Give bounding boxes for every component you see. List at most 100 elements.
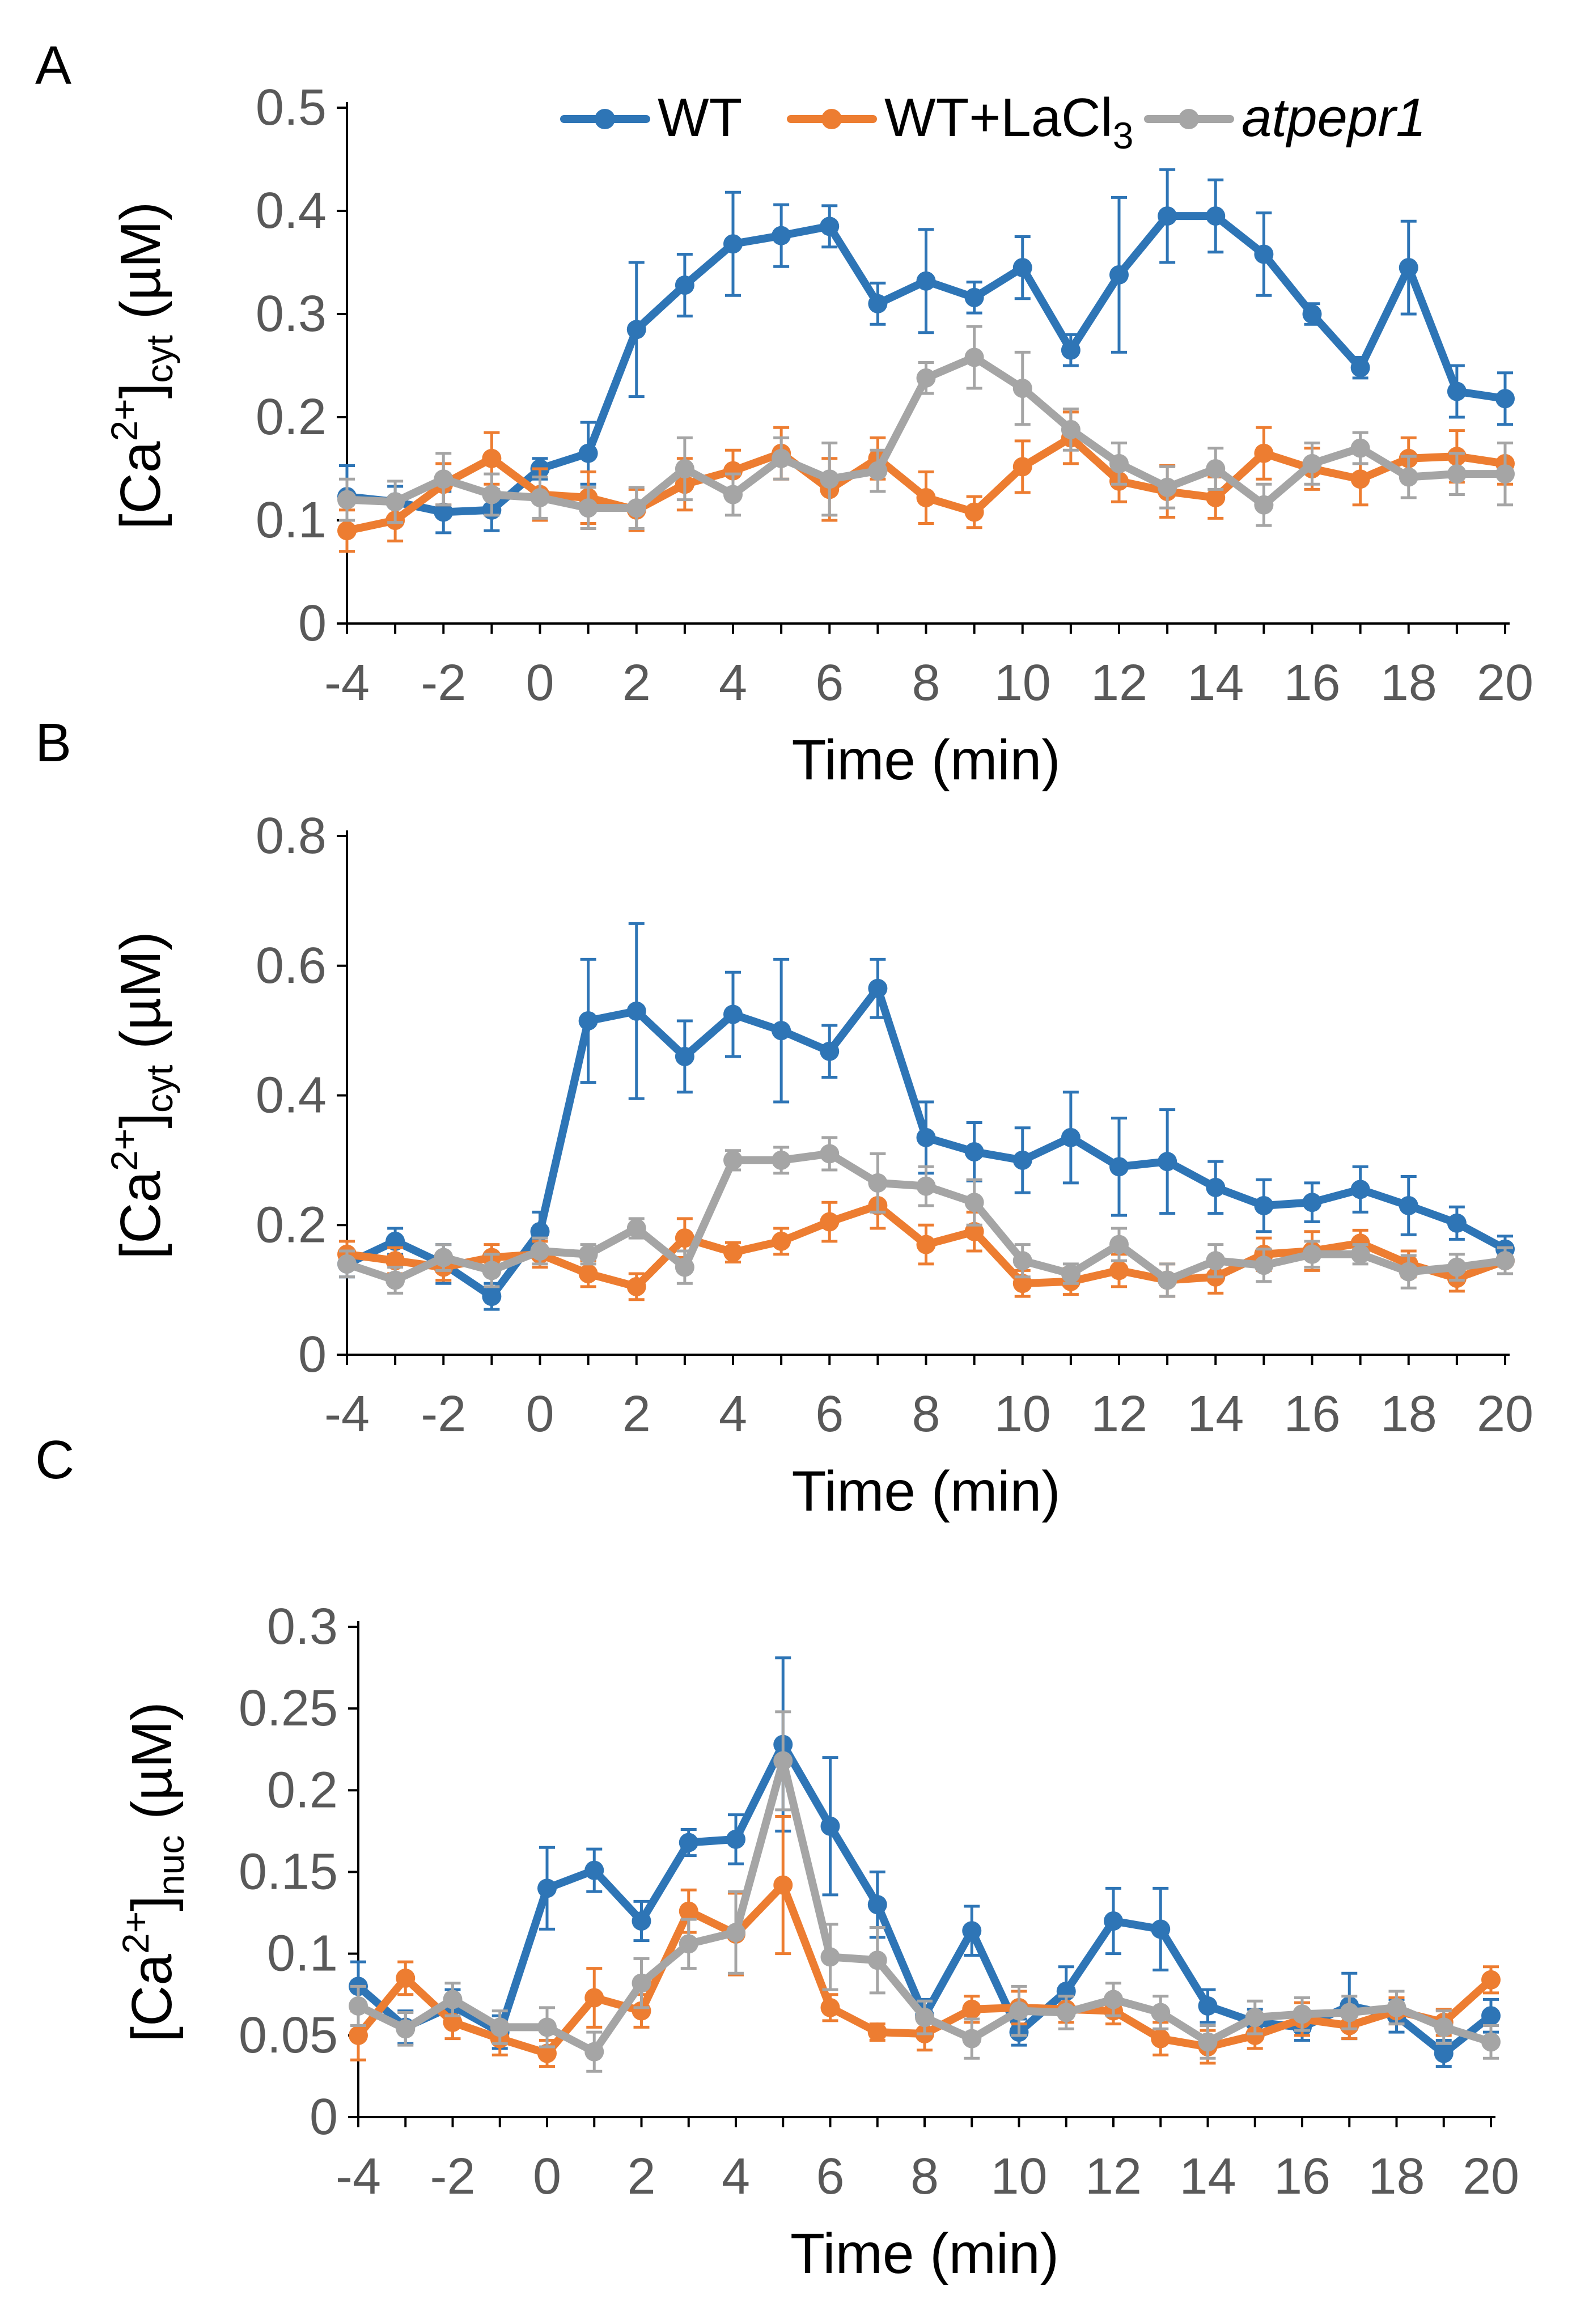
data-point	[1109, 1157, 1129, 1177]
data-point	[868, 978, 888, 998]
y-tick-label: 0.1	[267, 1926, 338, 1982]
y-tick-label: 0	[298, 1326, 327, 1383]
data-point	[916, 1235, 936, 1254]
data-point	[1198, 2032, 1218, 2052]
data-point	[1151, 2003, 1171, 2022]
series-atpepr1	[349, 1710, 1501, 2073]
data-point	[867, 2022, 887, 2042]
panel-letter-a: A	[35, 35, 71, 96]
data-point	[578, 1244, 598, 1264]
data-point	[1481, 2032, 1501, 2052]
data-point	[964, 1142, 984, 1162]
data-point	[1254, 1256, 1274, 1275]
data-point	[1302, 304, 1322, 324]
data-point	[443, 1990, 463, 2009]
data-point	[675, 459, 694, 478]
x-axis-title: Time (min)	[791, 1460, 1060, 1523]
panel-c: 0 0.05 0.1 0.15 0.2 0.25 0.3 -4 -2 0 2 4 6 8 10 12 14 16 1…	[115, 1598, 1519, 2285]
y-axis-title-sub: nuc	[150, 1835, 192, 1895]
data-point	[964, 502, 984, 522]
y-tick-label: 0.25	[239, 1680, 338, 1737]
data-point	[537, 2017, 557, 2037]
data-point	[772, 448, 791, 468]
y-axis-title-mid: ]	[120, 1895, 184, 1911]
y-axis-title-sub: cyt	[138, 335, 180, 383]
data-point	[1254, 1195, 1274, 1215]
y-tick-label: 0.2	[256, 389, 327, 446]
data-point	[1481, 2006, 1501, 2026]
data-point	[820, 469, 840, 489]
data-point	[964, 287, 984, 307]
data-point	[482, 485, 502, 504]
data-point	[1447, 1257, 1467, 1277]
data-point	[385, 1270, 405, 1290]
data-point	[537, 1878, 557, 1898]
x-tick-label: -4	[324, 1386, 370, 1443]
data-point	[1434, 2043, 1454, 2063]
data-point	[1350, 358, 1370, 378]
legend-label-atpepr1: atpepr1	[1242, 87, 1426, 148]
x-tick-label: 12	[1091, 655, 1147, 711]
y-tick-label: 0	[310, 2089, 338, 2145]
data-point	[1012, 1150, 1032, 1170]
data-point	[337, 490, 357, 510]
data-point	[820, 1144, 840, 1164]
x-tick-label: 2	[622, 1386, 651, 1443]
y-tick-label: 0.2	[256, 1197, 327, 1253]
data-point	[1399, 258, 1418, 278]
data-point	[1104, 1911, 1123, 1931]
y-tick-label: 0.4	[256, 183, 327, 239]
data-point	[1012, 258, 1032, 278]
data-point	[962, 1999, 982, 2019]
data-point	[723, 485, 743, 504]
data-point	[723, 234, 743, 254]
data-point	[1350, 469, 1370, 489]
data-point	[482, 448, 502, 468]
data-point	[1061, 419, 1081, 439]
x-tick-label: 8	[912, 655, 940, 711]
data-point	[632, 1911, 651, 1931]
y-axis-title-mid: ]	[109, 383, 172, 398]
x-axis-title: Time (min)	[790, 2222, 1059, 2285]
data-point	[1447, 381, 1467, 401]
x-tick-label: 6	[815, 1386, 844, 1443]
data-point	[868, 1173, 888, 1193]
legend-label-wt-lacl3-sub: 3	[1113, 114, 1134, 156]
x-axis-title: Time (min)	[791, 728, 1060, 792]
data-point	[1399, 1262, 1418, 1282]
data-point	[584, 2042, 604, 2062]
data-point	[723, 1150, 743, 1170]
data-point	[723, 461, 743, 481]
data-point	[385, 492, 405, 512]
y-tick-label: 0.3	[256, 286, 327, 342]
data-point	[1302, 1193, 1322, 1212]
data-point	[578, 1011, 598, 1030]
data-point	[1151, 1919, 1171, 1939]
data-point	[1012, 379, 1032, 398]
x-tick-label: 14	[1187, 1386, 1244, 1443]
y-tick-label: 0.2	[267, 1762, 338, 1818]
data-point	[349, 1996, 368, 2016]
data-point	[1158, 206, 1177, 226]
data-point	[1061, 340, 1081, 360]
data-point	[916, 271, 936, 291]
data-point	[1399, 467, 1418, 487]
y-tick-label: 0.8	[256, 808, 327, 864]
x-tick-label: 8	[912, 1386, 940, 1443]
data-point	[820, 1041, 840, 1061]
data-point	[1158, 477, 1177, 497]
data-point	[1340, 2003, 1359, 2022]
panel-b: 0 0.2 0.4 0.6 0.8 -4 -2 0 2 4 6 8 10 12 14 16 18 20 Time (…	[103, 808, 1533, 1523]
data-point	[626, 1218, 646, 1238]
y-tick-label: 0.6	[256, 938, 327, 994]
x-tick-label: 16	[1283, 1386, 1340, 1443]
data-point	[1254, 244, 1274, 264]
legend-label-wt-lacl3-main: WT+LaCl	[884, 87, 1113, 148]
x-tick-label: 14	[1179, 2148, 1236, 2205]
y-axis-title-suffix: (µM)	[109, 931, 172, 1065]
data-point	[1350, 1244, 1370, 1264]
data-point	[675, 275, 694, 295]
data-point	[1399, 1195, 1418, 1215]
y-axis-title: [Ca2+]nuc (µM)	[115, 1702, 192, 2042]
x-tick-label: 0	[533, 2148, 561, 2205]
